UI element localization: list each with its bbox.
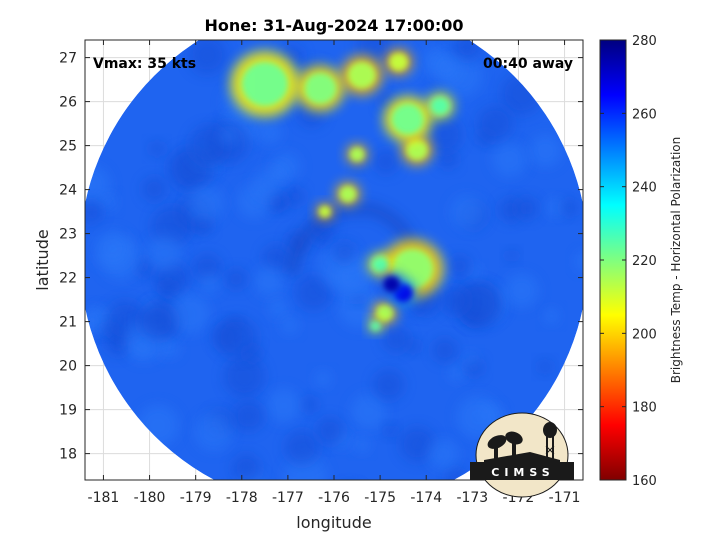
- colorbar-tick-label: 180: [632, 401, 657, 416]
- x-tick-label: -171: [549, 490, 581, 506]
- feature-core: [372, 256, 389, 273]
- feature-core: [383, 276, 400, 292]
- y-tick-label: 26: [59, 95, 77, 111]
- y-tick-label: 18: [59, 447, 77, 463]
- colorbar-tick-label: 160: [632, 474, 657, 489]
- feature-core: [304, 73, 337, 104]
- y-tick-label: 21: [59, 315, 77, 331]
- x-tick-label: -181: [88, 490, 120, 506]
- feature-core: [350, 147, 364, 161]
- x-tick-label: -177: [272, 490, 304, 506]
- y-tick-label: 27: [59, 51, 77, 67]
- x-tick-label: -176: [318, 490, 350, 506]
- colorbar-label: Brightness Temp - Horizontal Polarizatio…: [669, 137, 683, 384]
- colorbar: [599, 39, 627, 481]
- colorbar-tick-label: 240: [632, 181, 657, 196]
- x-tick-label: -179: [180, 490, 212, 506]
- y-axis-ticks: 18 19 20 21 22 23 24 25 26 27: [59, 51, 583, 463]
- y-axis-label: latitude: [33, 229, 52, 290]
- feature-core: [347, 61, 376, 89]
- logo-text: CIMSS: [491, 466, 554, 479]
- colorbar-tick-label: 260: [632, 107, 657, 122]
- cimss-logo: CIMSS: [470, 412, 574, 498]
- x-tick-label: -173: [456, 490, 488, 506]
- time-offset-annotation: 00:40 away: [483, 56, 573, 72]
- x-axis-label: longitude: [296, 513, 371, 532]
- x-tick-label: -180: [134, 490, 166, 506]
- feature-core: [370, 321, 381, 331]
- y-tick-label: 25: [59, 139, 77, 155]
- feature-core: [391, 103, 424, 135]
- colorbar-tick-label: 200: [632, 327, 657, 342]
- colorbar-tick-label: 280: [632, 34, 657, 49]
- feature-core: [389, 53, 408, 71]
- feature-core: [319, 206, 331, 218]
- vmax-annotation: Vmax: 35 kts: [93, 56, 196, 72]
- x-tick-label: -175: [364, 490, 396, 506]
- feature-core: [339, 186, 356, 202]
- feature-core: [241, 62, 288, 106]
- x-tick-label: -174: [410, 490, 442, 506]
- y-tick-label: 23: [59, 227, 77, 243]
- colorbar-ticks: 160 180 200 220 240 260 280: [600, 34, 657, 489]
- brightness-temp-swath: [85, 40, 583, 480]
- swath-features: [230, 48, 454, 333]
- y-tick-label: 22: [59, 271, 77, 287]
- chart-title: Hone: 31-Aug-2024 17:00:00: [204, 16, 463, 35]
- feature-core: [430, 97, 450, 115]
- x-axis-ticks: -181 -180 -179 -178 -177 -176 -175 -174 -173 -172…: [88, 40, 581, 506]
- y-tick-label: 19: [59, 403, 77, 419]
- colorbar-tick-label: 220: [632, 254, 657, 269]
- y-tick-label: 20: [59, 359, 77, 375]
- feature-core: [406, 140, 428, 160]
- y-tick-label: 24: [59, 183, 77, 199]
- feature-core: [376, 305, 393, 321]
- x-tick-label: -178: [226, 490, 258, 506]
